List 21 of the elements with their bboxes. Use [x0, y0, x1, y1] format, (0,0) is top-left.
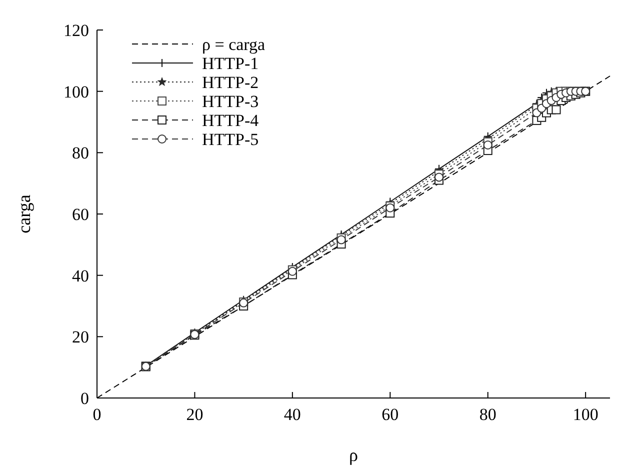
x-tick-label: 100	[572, 405, 598, 424]
y-tick-label: 20	[72, 328, 89, 347]
legend-label: HTTP-5	[202, 130, 259, 149]
x-tick-label: 0	[92, 405, 102, 424]
x-tick-label: 80	[479, 405, 496, 424]
y-tick-label: 60	[72, 205, 89, 224]
y-tick-label: 120	[64, 21, 89, 40]
legend-label: ρ = carga	[202, 35, 266, 54]
legend-label: HTTP-1	[202, 54, 259, 73]
y-tick-label: 100	[64, 82, 89, 102]
legend-label: HTTP-4	[202, 111, 260, 130]
x-tick-label: 20	[186, 405, 204, 424]
legend-label: HTTP-3	[202, 92, 259, 111]
y-axis-title: carga	[14, 194, 34, 234]
x-axis-title: ρ	[349, 445, 358, 465]
y-tick-label: 40	[72, 266, 89, 286]
y-tick-label: 0	[80, 389, 89, 408]
legend-label: HTTP-2	[202, 73, 259, 92]
x-tick-label: 40	[284, 405, 301, 424]
y-tick-label: 80	[72, 144, 89, 163]
x-tick-label: 60	[382, 405, 399, 424]
